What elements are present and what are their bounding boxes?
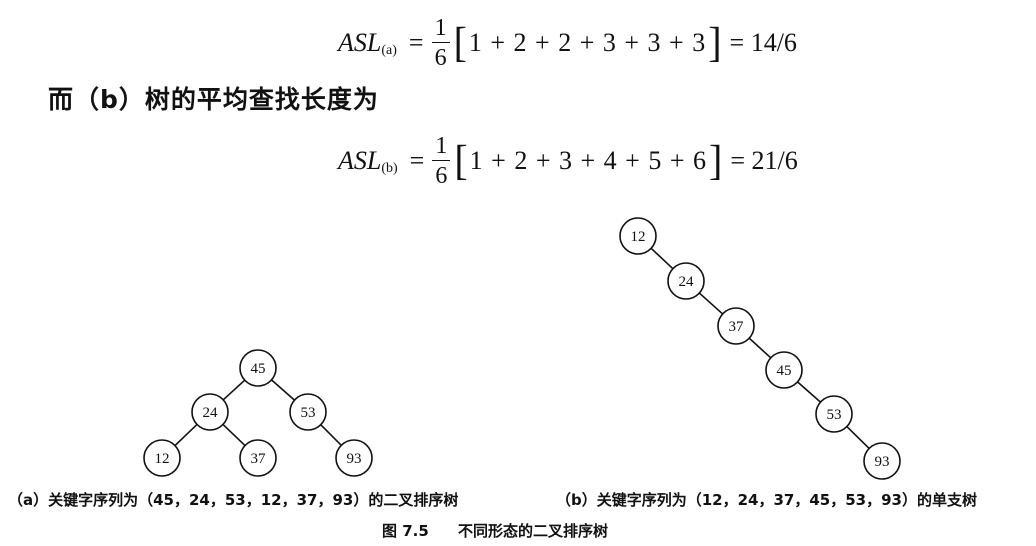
tree-node-label: 93 xyxy=(875,454,890,470)
tree-node-label: 37 xyxy=(251,451,267,467)
paragraph-text: 而（b）树的平均查找长度为 xyxy=(48,85,379,114)
tree-edge xyxy=(270,379,296,401)
tree-edge xyxy=(698,292,724,315)
asl-subscript: (a) xyxy=(381,43,397,58)
tree-node-circle xyxy=(667,262,705,300)
asl-subscript: (b) xyxy=(381,161,398,176)
tree-node-circle xyxy=(191,393,229,431)
tree-node-label: 24 xyxy=(203,405,219,421)
fraction: 1 6 xyxy=(431,16,450,71)
binary-search-tree-a: 45 24 53 12 37 93 xyxy=(143,349,373,477)
tree-node-label: 24 xyxy=(679,274,695,290)
tree-node-circle xyxy=(765,351,803,389)
formula-result: = 21/6 xyxy=(730,146,798,175)
caption-a: （a）关键字序列为（45，24，53，12，37，93）的二叉排序树 xyxy=(8,491,459,509)
tree-node-circle xyxy=(717,307,755,345)
asl-symbol: ASL xyxy=(338,146,382,175)
equals-sign: = xyxy=(408,28,424,57)
sum-terms: 1 + 2 + 2 + 3 + 3 + 3 xyxy=(468,28,707,57)
left-bracket: [ xyxy=(454,136,468,185)
tree-edge xyxy=(846,426,870,449)
fraction-numerator: 1 xyxy=(432,134,451,161)
tree-edge xyxy=(222,423,246,447)
tree-edge xyxy=(222,379,246,401)
formula-result: = 14/6 xyxy=(729,28,797,57)
figure-title: 不同形态的二叉排序树 xyxy=(458,522,609,540)
tree-edge xyxy=(320,424,342,446)
tree-edge xyxy=(796,381,822,403)
left-bracket: [ xyxy=(453,18,467,67)
tree-node-label: 37 xyxy=(729,319,745,335)
caption-b: （b）关键字序列为（12，24，37，45，53，93）的单支树 xyxy=(556,491,977,509)
tree-node-label: 12 xyxy=(631,229,646,245)
tree-node-circle xyxy=(239,439,277,477)
tree-node-circle xyxy=(335,439,373,477)
formula-asl-b: ASL (b) = 1 6 [ 1 + 2 + 3 + 4 + 5 + 6 ] … xyxy=(338,134,798,188)
tree-node-label: 45 xyxy=(777,363,792,379)
tree-node-label: 93 xyxy=(347,451,362,467)
tree-node-circle xyxy=(863,442,901,480)
tree-edge xyxy=(650,247,674,270)
fraction: 1 6 xyxy=(432,134,451,189)
fraction-denominator: 6 xyxy=(434,45,447,71)
tree-node-circle xyxy=(815,395,853,433)
sum-terms: 1 + 2 + 3 + 4 + 5 + 6 xyxy=(469,146,707,175)
figure-caption: 图 7.5 不同形态的二叉排序树 xyxy=(382,520,608,541)
equals-sign: = xyxy=(409,146,425,175)
fraction-numerator: 1 xyxy=(431,16,450,43)
asl-symbol: ASL xyxy=(338,28,382,57)
tree-edge xyxy=(748,337,772,359)
tree-node-label: 12 xyxy=(155,451,170,467)
figure-number: 图 7.5 xyxy=(382,522,429,540)
tree-node-circle xyxy=(143,439,181,477)
single-branch-tree-b: 12 24 37 45 53 93 xyxy=(619,217,901,480)
tree-edge xyxy=(174,423,198,447)
fraction-denominator: 6 xyxy=(435,163,448,189)
tree-node-label: 45 xyxy=(251,361,266,377)
tree-node-circle xyxy=(239,349,277,387)
formula-asl-a: ASL (a) = 1 6 [ 1 + 2 + 2 + 3 + 3 + 3 ] … xyxy=(338,16,797,70)
right-bracket: ] xyxy=(708,18,722,67)
tree-node-label: 53 xyxy=(827,407,842,423)
tree-node-label: 53 xyxy=(301,405,316,421)
tree-node-circle xyxy=(619,217,657,255)
right-bracket: ] xyxy=(709,136,723,185)
tree-node-circle xyxy=(289,393,327,431)
